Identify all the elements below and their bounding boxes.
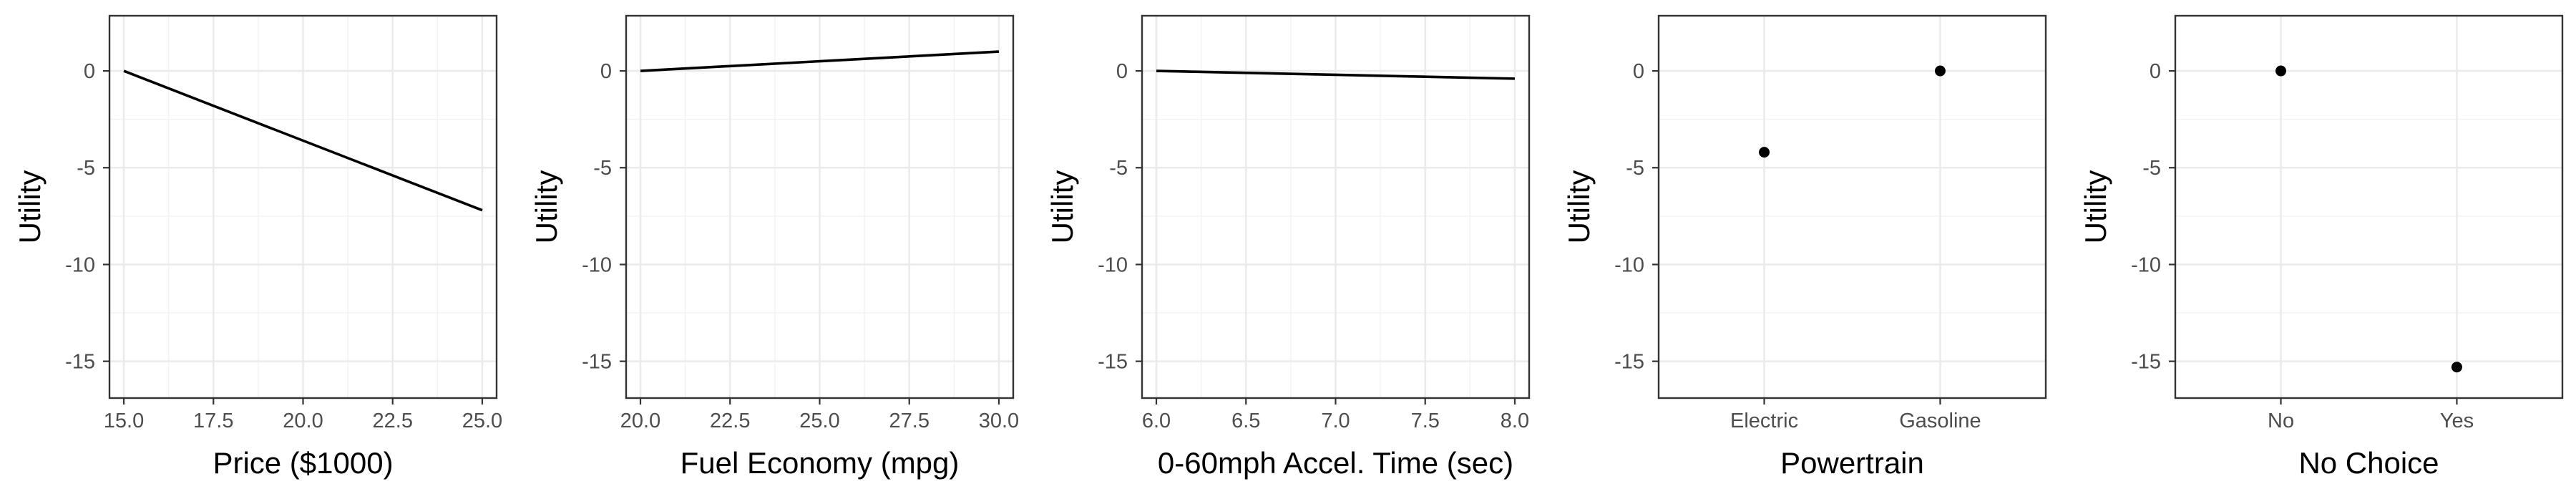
y-tick-label: -15 — [582, 351, 612, 374]
x-tick-label: 20.0 — [283, 410, 323, 432]
y-tick-label: -5 — [1626, 157, 1644, 180]
x-tick-label: Gasoline — [1899, 410, 1981, 432]
chart-panel-3: 0 -5 -10 -15 6.0 6.5 7.0 7.5 8.0 0-60mph Accel. T… — [1045, 14, 1531, 480]
x-tick-label: 17.5 — [193, 410, 233, 432]
chart-panel-4: 0 -5 -10 -15 Electric Gasoline Powertrain Utili… — [1562, 14, 2047, 480]
y-tick-label: 0 — [1116, 60, 1128, 83]
x-tick-label: 7.0 — [1321, 410, 1350, 432]
panel-background — [1659, 16, 2046, 398]
x-tick-label: No — [2268, 410, 2294, 432]
panel-border — [2174, 14, 2564, 399]
data-point-gasoline — [1934, 65, 1946, 77]
x-axis-title: No Choice — [2298, 446, 2439, 480]
y-axis-title: Utility — [530, 170, 563, 244]
x-tick-label: 8.0 — [1501, 410, 1529, 432]
y-axis-title: Utility — [1562, 170, 1596, 244]
data-point-no — [2275, 65, 2287, 77]
panel-border — [1657, 14, 2047, 399]
y-tick-label: -10 — [582, 253, 612, 276]
x-axis-title: Fuel Economy (mpg) — [680, 446, 960, 480]
y-tick-label: -15 — [1614, 351, 1644, 374]
y-tick-label: -10 — [1098, 253, 1128, 276]
panel-background — [2175, 16, 2562, 398]
y-tick-label: -5 — [1109, 157, 1128, 180]
y-tick-label: -10 — [2131, 253, 2161, 276]
x-tick-label: 22.5 — [710, 410, 750, 432]
x-tick-label: 6.5 — [1231, 410, 1260, 432]
x-axis-title: Price ($1000) — [213, 446, 393, 480]
y-tick-label: -5 — [77, 157, 95, 180]
data-point-electric — [1759, 147, 1770, 158]
x-tick-label: 30.0 — [979, 410, 1019, 432]
x-axis-title: 0-60mph Accel. Time (sec) — [1158, 446, 1513, 480]
x-tick-label: 7.5 — [1411, 410, 1440, 432]
chart-panel-2: 0 -5 -10 -15 20.0 22.5 25.0 27.5 30.0 Fuel Econom… — [530, 14, 1019, 480]
x-axis-title: Powertrain — [1780, 446, 1924, 480]
y-tick-label: -15 — [1098, 351, 1128, 374]
y-tick-label: -15 — [65, 351, 95, 374]
series-line-1 — [640, 50, 1000, 72]
y-tick-label: 0 — [600, 60, 612, 83]
y-tick-label: 0 — [1633, 60, 1644, 83]
chart-panel-1: 0 -5 -10 -15 15.0 17.5 20.0 22.5 25.0 Price ($100… — [13, 14, 502, 480]
y-tick-label: -10 — [65, 253, 95, 276]
y-tick-label: -5 — [593, 157, 612, 180]
y-axis-title: Utility — [1045, 170, 1079, 244]
series-line-1 — [1156, 69, 1515, 80]
x-tick-label: Yes — [2440, 410, 2474, 432]
y-tick-label: -5 — [2142, 157, 2161, 180]
data-point-yes — [2451, 362, 2462, 373]
series-line-1 — [123, 69, 483, 212]
x-tick-label: 25.0 — [799, 410, 839, 432]
x-tick-label: 6.0 — [1142, 410, 1171, 432]
x-tick-label: 15.0 — [104, 410, 144, 432]
x-tick-label: 27.5 — [889, 410, 930, 432]
y-tick-label: 0 — [84, 60, 95, 83]
x-tick-label: 25.0 — [462, 410, 502, 432]
y-axis-title: Utility — [2079, 170, 2112, 244]
y-tick-label: -10 — [1614, 253, 1644, 276]
y-axis-title: Utility — [13, 170, 47, 244]
x-tick-label: Electric — [1730, 410, 1798, 432]
y-tick-label: -15 — [2131, 351, 2161, 374]
x-tick-label: 20.0 — [620, 410, 660, 432]
x-tick-label: 22.5 — [373, 410, 413, 432]
y-tick-label: 0 — [2150, 60, 2161, 83]
